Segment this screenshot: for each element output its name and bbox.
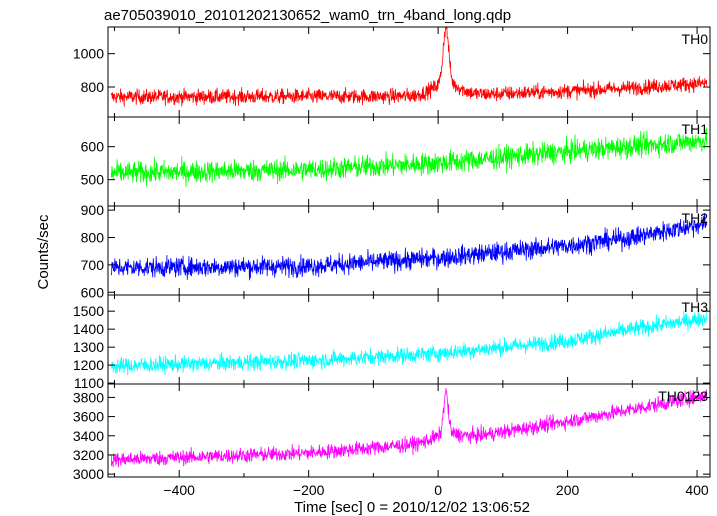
series-line-th0	[110, 27, 708, 107]
y-tick-label: 3200	[73, 447, 104, 463]
y-tick-label: 1400	[73, 321, 104, 337]
series-line-th2	[110, 212, 708, 281]
series-line-th0123	[110, 387, 708, 468]
y-tick-label: 500	[81, 172, 105, 188]
panel-label: TH0	[682, 31, 709, 47]
panel-label: TH1	[682, 121, 709, 137]
panels-group: 800 1000 TH0 500 600 TH1 600 700 800 900 TH2 1100 12…	[73, 26, 711, 482]
y-tick-label: 800	[81, 229, 105, 245]
y-tick-label: 600	[81, 284, 105, 300]
panel-th2: 600 700 800 900 TH2	[81, 202, 711, 300]
panel-frame	[107, 205, 711, 296]
y-axis-label: Counts/sec	[35, 214, 52, 290]
y-tick-label: 1000	[73, 46, 104, 62]
panel-th0123: 3000 3200 3400 3600 3800 TH0123	[73, 383, 711, 482]
y-tick-label: 3400	[73, 428, 104, 444]
panel-frame	[107, 383, 711, 478]
y-tick-label: 3800	[73, 389, 104, 405]
x-tick-label: −400	[163, 482, 195, 498]
y-tick-label: 1100	[74, 375, 104, 391]
y-tick-label: 900	[81, 202, 105, 218]
panel-th1: 500 600 TH1	[81, 116, 711, 207]
panel-label: TH0123	[658, 388, 708, 404]
x-tick-label: 400	[685, 482, 709, 498]
panel-frame	[107, 294, 711, 385]
panel-frame	[107, 26, 711, 118]
y-tick-label: 700	[81, 257, 105, 273]
series-line-th1	[110, 127, 708, 187]
panel-th3: 1100 1200 1300 1400 1500 TH3	[73, 294, 711, 391]
panel-label: TH2	[682, 210, 709, 226]
x-tick-label: 200	[556, 482, 580, 498]
x-axis: −400 −200 0 200 400	[163, 482, 709, 498]
y-tick-label: 800	[81, 79, 105, 95]
x-axis-label: Time [sec] 0 = 2010/12/02 13:06:52	[294, 499, 530, 516]
y-tick-label: 3600	[73, 409, 104, 425]
panel-th0: 800 1000 TH0	[73, 26, 711, 118]
y-tick-label: 1300	[73, 339, 104, 355]
y-tick-label: 1200	[73, 357, 104, 373]
series-line-th3	[110, 310, 708, 376]
y-tick-label: 1500	[73, 303, 104, 319]
chart-title: ae705039010_20101202130652_wam0_trn_4ban…	[104, 7, 511, 24]
x-tick-label: −200	[293, 482, 325, 498]
y-tick-label: 600	[81, 139, 105, 155]
panel-frame	[107, 116, 711, 207]
x-tick-label: 0	[434, 482, 442, 498]
y-tick-label: 3000	[73, 466, 104, 482]
panel-label: TH3	[682, 299, 709, 315]
